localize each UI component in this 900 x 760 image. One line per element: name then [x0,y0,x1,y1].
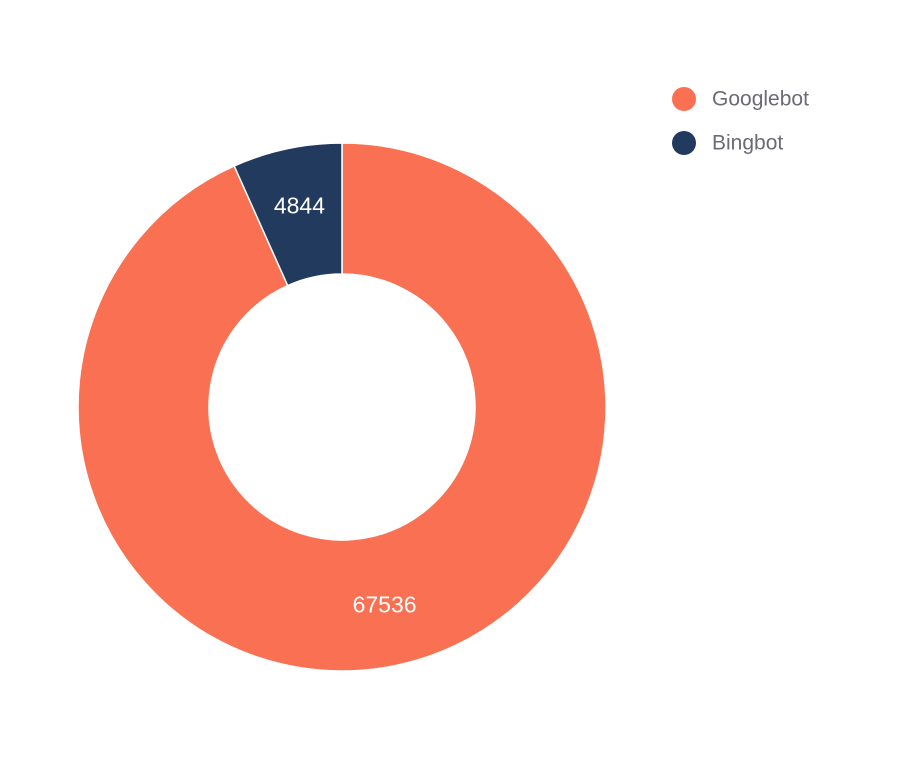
legend: Googlebot Bingbot [672,87,809,155]
value-label: 67536 [353,592,417,618]
legend-marker [672,131,696,155]
legend-text: Googlebot [712,88,809,111]
legend-text: Bingbot [712,132,783,155]
slice [233,142,343,287]
legend-marker [672,87,696,111]
slice [77,142,607,672]
value-label: 4844 [274,193,325,219]
